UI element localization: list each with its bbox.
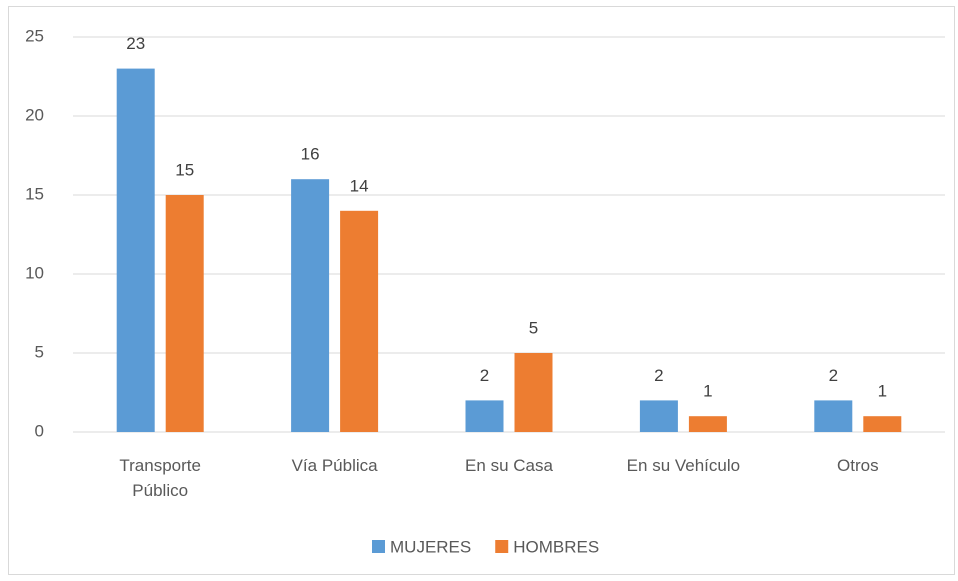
data-label: 16 xyxy=(301,145,320,164)
y-tick-label: 25 xyxy=(25,26,44,45)
bar xyxy=(291,179,330,432)
x-tick-label: Otros xyxy=(837,456,879,475)
data-label: 5 xyxy=(529,318,538,337)
bar xyxy=(863,416,902,432)
data-label: 2 xyxy=(654,366,663,385)
bar xyxy=(165,195,204,432)
x-tick-label: En su Casa xyxy=(465,456,553,475)
data-label: 1 xyxy=(878,382,887,401)
data-label: 15 xyxy=(175,160,194,179)
bar xyxy=(514,353,553,432)
data-label: 1 xyxy=(703,382,712,401)
y-tick-label: 10 xyxy=(25,263,44,282)
legend-swatch xyxy=(495,540,509,553)
legend-label: HOMBRES xyxy=(513,537,599,556)
data-label: 14 xyxy=(350,176,369,195)
y-tick-label: 20 xyxy=(25,105,44,124)
data-label: 2 xyxy=(829,366,838,385)
data-label: 23 xyxy=(126,34,145,53)
data-label: 2 xyxy=(480,366,489,385)
y-tick-label: 5 xyxy=(35,342,44,361)
x-tick-label: Transporte Público xyxy=(119,456,201,500)
x-tick-label: Vía Pública xyxy=(291,456,378,475)
y-tick-label: 0 xyxy=(35,421,44,440)
legend-swatch xyxy=(372,540,385,553)
x-tick-label: En su Vehículo xyxy=(626,456,741,475)
bar xyxy=(639,400,678,432)
bar xyxy=(688,416,727,432)
bar xyxy=(814,400,853,432)
legend-label: MUJERES xyxy=(390,537,471,556)
bar xyxy=(116,68,155,432)
y-tick-label: 15 xyxy=(25,184,44,203)
bar xyxy=(465,400,504,432)
bar xyxy=(340,210,379,432)
